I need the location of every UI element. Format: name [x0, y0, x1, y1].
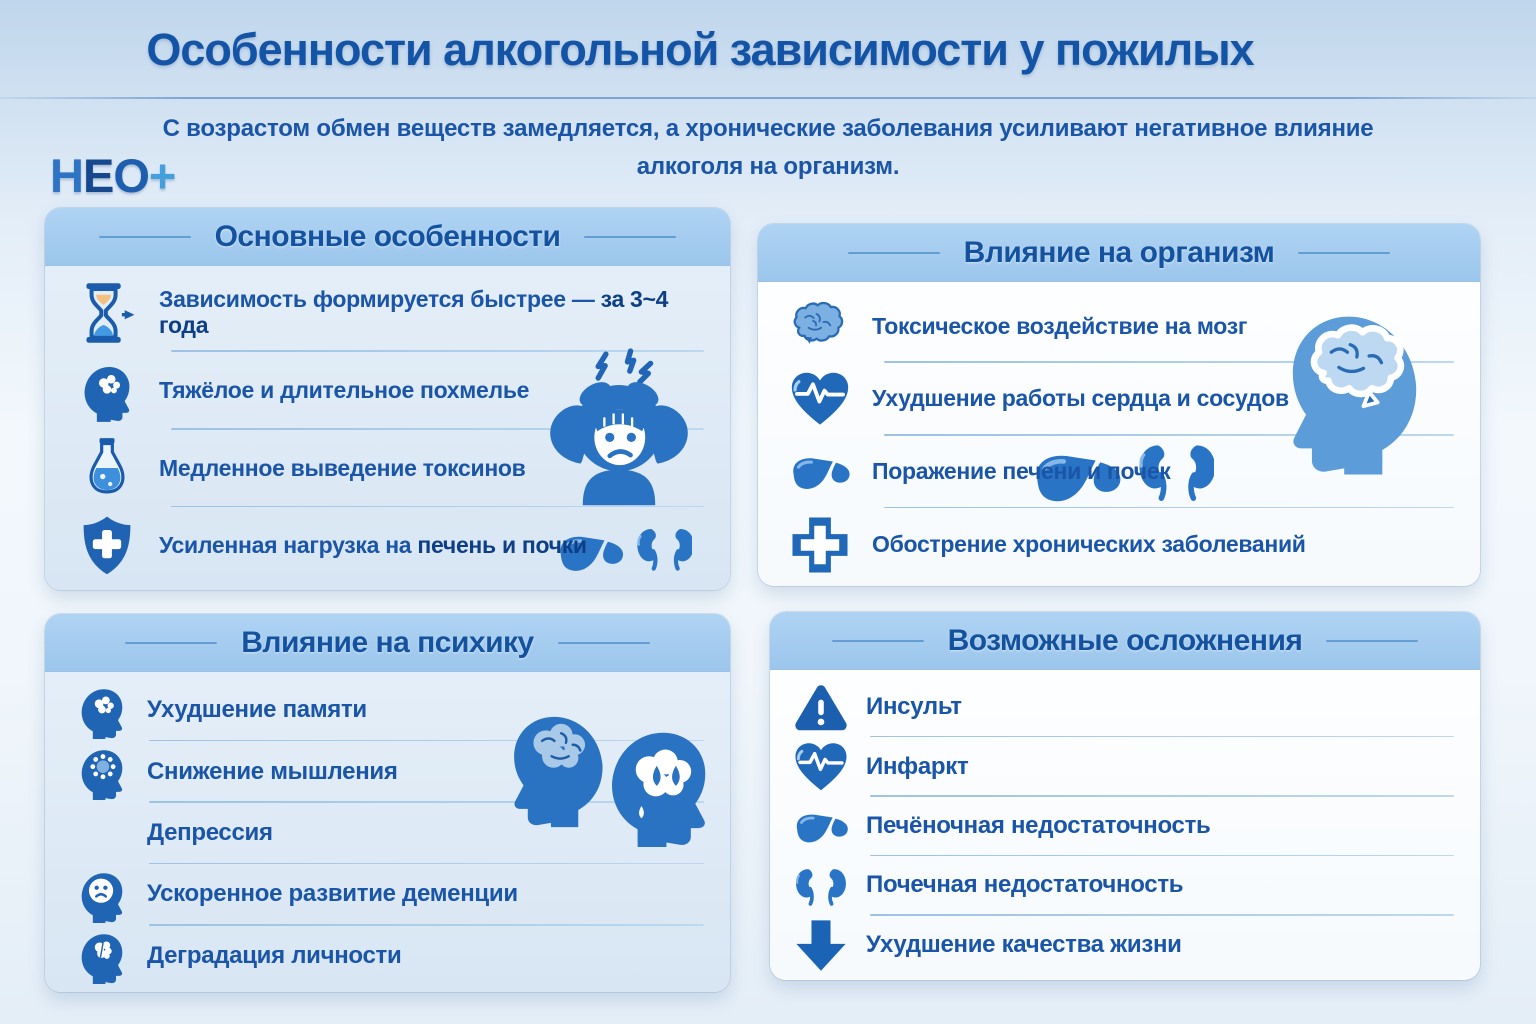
item-text: Токсическое воздействие на мозг: [872, 312, 1248, 339]
panel-header: Влияние на организм: [758, 224, 1480, 282]
shield-cross-icon: [75, 514, 139, 578]
head-profile-brain-illustration: [1278, 286, 1430, 480]
decorative-line: [557, 641, 650, 644]
two-heads-illustration: [485, 674, 730, 870]
item-text: Ускоренное развитие деменции: [147, 880, 518, 908]
list-item: Тяжёлое и длительное похмелье: [45, 352, 730, 430]
item-text: Ухудшение работы сердца и сосудов: [872, 385, 1289, 412]
decorative-line: [125, 641, 218, 644]
list-item: Почечная недостаточность: [770, 856, 1480, 917]
panel-body: Токсическое воздействие на мозг Ухудшени…: [758, 282, 1480, 586]
logo-letter: Е: [82, 149, 114, 202]
panel-title: Возможные осложнения: [947, 623, 1303, 657]
item-text: Ухудшение качества жизни: [866, 930, 1182, 958]
item-text: Инфаркт: [866, 752, 969, 780]
list-item: Инфаркт: [770, 737, 1480, 798]
list-item: Обострение хронических заболеваний: [758, 508, 1480, 581]
item-text: Тяжёлое и длительное похмелье: [159, 376, 530, 403]
decorative-line: [1298, 251, 1391, 254]
panel-main-features: Основные особенности Зависимость формиру…: [45, 208, 730, 590]
list-item: Ускоренное развитие деменции: [45, 864, 730, 927]
head-hangover-icon: [75, 359, 139, 423]
list-item: Инсульт: [770, 678, 1480, 738]
hourglass-icon: [75, 281, 139, 345]
item-text: Зависимость формируется быстрее — за 3~4…: [159, 286, 669, 338]
item-text: Деградация личности: [147, 941, 402, 969]
item-text: Почечная недостаточность: [866, 871, 1184, 899]
liver-icon: [788, 440, 852, 504]
panel-body-effects: Влияние на организм Токсическое воздейст…: [758, 224, 1480, 586]
panel-body: Зависимость формируется быстрее — за 3~4…: [45, 266, 730, 590]
panel-header: Влияние на психику: [45, 614, 730, 672]
panel-title: Влияние на психику: [241, 625, 534, 659]
flask-icon: [75, 436, 139, 500]
head-sad-icon: [73, 866, 131, 924]
panel-complications: Возможные осложнения Инсульт Инфаркт Печ…: [770, 612, 1480, 980]
item-text: Печёночная недостаточность: [866, 812, 1211, 840]
down-arrow-icon: [792, 917, 850, 973]
list-item: Ухудшение памяти: [45, 680, 730, 742]
item-text: Инсульт: [866, 693, 962, 721]
item-text: Снижение мышления: [147, 757, 398, 785]
logo: НЕО+: [50, 148, 176, 203]
list-item: Деградация личности: [45, 926, 730, 987]
subtitle-line: алкоголя на организм.: [636, 153, 900, 181]
decorative-line: [847, 251, 940, 254]
list-item: Зависимость формируется быстрее — за 3~4…: [45, 274, 730, 352]
panel-header: Основные особенности: [45, 208, 730, 266]
title-divider: [0, 97, 1536, 99]
person-headache-illustration: [534, 348, 704, 506]
head-brain-icon: [73, 927, 131, 985]
list-item: Поражение печени и почек: [758, 436, 1480, 509]
list-item: Печёночная недостаточность: [770, 797, 1480, 857]
item-text: Депрессия: [147, 819, 273, 847]
item-text: Усиленная нагрузка на печень и почки: [159, 532, 587, 559]
subtitle: С возрастом обмен веществ замедляется, а…: [70, 110, 1466, 187]
logo-letter: Н: [50, 149, 84, 202]
decorative-line: [584, 235, 677, 238]
panel-body: Ухудшение памяти Снижение мышления Депре…: [45, 672, 730, 992]
decorative-line: [98, 235, 191, 238]
list-item: Ухудшение работы сердца и сосудов: [758, 363, 1480, 436]
list-item: Медленное выведение токсинов: [45, 430, 730, 508]
list-item: Снижение мышления: [45, 741, 730, 804]
panel-title: Влияние на организм: [963, 235, 1275, 269]
logo-letter: +: [148, 149, 176, 202]
medical-cross-icon: [788, 513, 852, 577]
list-item: Токсическое воздействие на мозг: [758, 290, 1480, 363]
panel-body: Инсульт Инфаркт Печёночная недостаточнос…: [770, 670, 1480, 980]
list-item: Усиленная нагрузка на печень и почки: [45, 507, 730, 585]
logo-letter: О: [113, 149, 150, 202]
head-memory-icon: [73, 682, 131, 740]
page-title: Особенности алкогольной зависимости у по…: [146, 24, 1254, 75]
heart-pulse-icon: [788, 367, 852, 431]
list-item: Депрессия: [45, 803, 730, 865]
heart-pulse-icon: [792, 739, 850, 795]
panel-header: Возможные осложнения: [770, 612, 1480, 670]
decorative-line: [1326, 639, 1419, 642]
item-text: Ухудшение памяти: [147, 696, 367, 724]
icon-placeholder: [73, 805, 131, 863]
kidneys-icon: [792, 858, 850, 914]
panel-title: Основные особенности: [214, 219, 561, 253]
panel-psyche-effects: Влияние на психику Ухудшение памяти Сниж…: [45, 614, 730, 992]
brain-icon: [788, 294, 852, 358]
head-thinking-icon: [73, 743, 131, 801]
item-text: Обострение хронических заболеваний: [872, 530, 1306, 557]
liver-icon: [792, 799, 850, 855]
decorative-line: [831, 639, 924, 642]
list-item: Ухудшение качества жизни: [770, 916, 1480, 975]
item-text: Медленное выведение токсинов: [159, 454, 526, 481]
subtitle-line: С возрастом обмен веществ замедляется, а…: [162, 115, 1374, 142]
warning-triangle-icon: [792, 680, 850, 736]
item-text: Поражение печени и почек: [872, 458, 1171, 484]
